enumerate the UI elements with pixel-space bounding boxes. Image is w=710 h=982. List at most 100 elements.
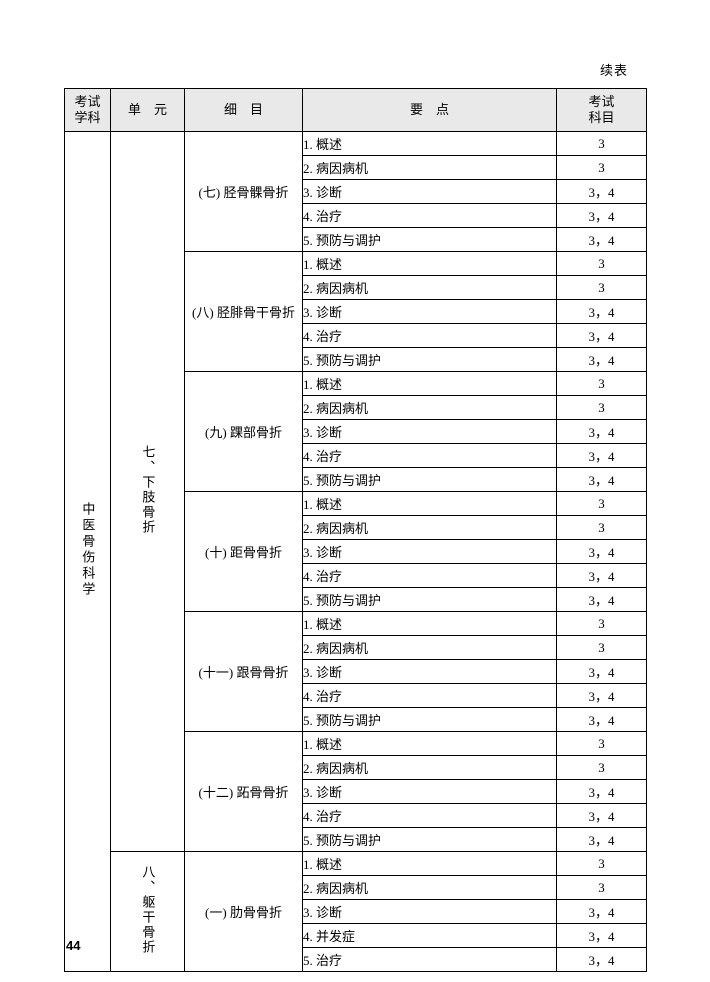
table-row: (十) 距骨骨折 1. 概述 3	[65, 491, 647, 612]
exam-cell: 3	[556, 275, 647, 300]
table-row: 5. 预防与调护 3，4	[65, 467, 647, 492]
exam-cell: 3，4	[556, 203, 647, 228]
table-row: 4. 治疗 3，4	[65, 323, 647, 348]
point-cell: 4. 治疗	[302, 563, 557, 588]
exam-cell: 3，4	[556, 539, 647, 564]
detail-cell: (九) 踝部骨折	[184, 371, 303, 492]
table-row: 3. 诊断 3，4	[65, 419, 647, 444]
exam-cell: 3，4	[556, 563, 647, 588]
table-row: 中医骨伤科学 七、下肢骨折 (七) 胫骨髁骨折 1. 概述 3	[64, 131, 647, 972]
exam-cell: 3，4	[556, 899, 647, 924]
header-subject-line1: 考试	[74, 93, 101, 109]
exam-cell: 3，4	[556, 227, 647, 252]
table-row: 5. 治疗 3，4	[65, 947, 647, 972]
point-cell: 5. 预防与调护	[302, 227, 557, 252]
exam-cell: 3，4	[556, 659, 647, 684]
point-cell: 3. 诊断	[302, 899, 557, 924]
header-point: 要 点	[302, 88, 557, 132]
point-cell: 3. 诊断	[302, 779, 557, 804]
point-cell: 2. 病因病机	[302, 515, 557, 540]
detail-cell: (十) 距骨骨折	[184, 491, 303, 612]
exam-cell: 3	[556, 635, 647, 660]
table-row: (十一) 跟骨骨折 1. 概述 3	[65, 611, 647, 732]
table-row: 2. 病因病机 3	[65, 875, 647, 900]
exam-cell: 3，4	[556, 923, 647, 948]
header-exam-line1: 考试	[588, 93, 615, 109]
point-cell: 1. 概述	[302, 371, 557, 396]
exam-cell: 3	[556, 851, 647, 876]
exam-cell: 3，4	[556, 467, 647, 492]
point-cell: 3. 诊断	[302, 179, 557, 204]
table-row: (十二) 跖骨骨折 1. 概述 3	[65, 731, 647, 852]
table-row: 5. 预防与调护 3，4	[65, 587, 647, 612]
exam-cell: 3	[556, 155, 647, 180]
table-row: 3. 诊断 3，4	[65, 899, 647, 924]
exam-cell: 3，4	[556, 587, 647, 612]
exam-cell: 3，4	[556, 299, 647, 324]
header-detail: 细 目	[184, 88, 303, 132]
point-cell: 5. 预防与调护	[302, 707, 557, 732]
point-cell: 5. 预防与调护	[302, 587, 557, 612]
table-row: 3. 诊断 3，4	[65, 659, 647, 684]
detail-cell: (一) 肋骨骨折	[184, 851, 303, 972]
point-cell: 3. 诊断	[302, 299, 557, 324]
point-cell: 2. 病因病机	[302, 875, 557, 900]
point-cell: 5. 治疗	[302, 947, 557, 972]
exam-cell: 3，4	[556, 707, 647, 732]
point-cell: 4. 并发症	[302, 923, 557, 948]
detail-cell: (十一) 跟骨骨折	[184, 611, 303, 732]
table-row: (八) 胫腓骨干骨折 1. 概述 3	[65, 251, 647, 372]
table-row: 4. 治疗 3，4	[65, 443, 647, 468]
table-row: (九) 踝部骨折 1. 概述 3	[65, 371, 647, 492]
exam-cell: 3	[556, 515, 647, 540]
table-body: 中医骨伤科学 七、下肢骨折 (七) 胫骨髁骨折 1. 概述 3 2. 病因病机 3 3. 诊断…	[64, 131, 647, 972]
point-cell: 1. 概述	[302, 131, 557, 156]
subject-label: 中医骨伤科学	[80, 501, 96, 598]
point-cell: 5. 预防与调护	[302, 347, 557, 372]
point-cell: 3. 诊断	[302, 659, 557, 684]
table-row: 八、躯干骨折 (一) 肋骨骨折 1. 概述 3	[65, 851, 647, 972]
table-header: 考试 学科 单 元 细 目 要 点 考试 科目	[64, 88, 647, 132]
point-cell: 4. 治疗	[302, 803, 557, 828]
point-cell: 1. 概述	[302, 251, 557, 276]
point-cell: 4. 治疗	[302, 323, 557, 348]
header-exam-line2: 科目	[588, 110, 615, 125]
exam-cell: 3	[556, 251, 647, 276]
page-number: 44	[66, 938, 81, 953]
point-cell: 4. 治疗	[302, 683, 557, 708]
exam-cell: 3	[556, 131, 647, 156]
unit-cell: 八、躯干骨折	[110, 851, 185, 972]
exam-cell: 3，4	[556, 179, 647, 204]
unit-label: 八、躯干骨折	[140, 864, 156, 955]
table-row: 5. 预防与调护 3，4	[65, 227, 647, 252]
header-subject-line2: 学科	[74, 110, 101, 125]
exam-cell: 3，4	[556, 827, 647, 852]
exam-cell: 3，4	[556, 443, 647, 468]
unit-cell: 七、下肢骨折	[110, 131, 185, 852]
point-cell: 3. 诊断	[302, 539, 557, 564]
header-subject: 考试 学科	[64, 88, 111, 132]
table-row: 4. 治疗 3，4	[65, 803, 647, 828]
point-cell: 2. 病因病机	[302, 635, 557, 660]
header-row: 考试 学科 单 元 细 目 要 点 考试 科目	[64, 88, 647, 132]
exam-cell: 3，4	[556, 347, 647, 372]
unit-label: 七、下肢骨折	[140, 444, 156, 535]
table-row: 2. 病因病机 3	[65, 755, 647, 780]
exam-cell: 3	[556, 731, 647, 756]
point-cell: 3. 诊断	[302, 419, 557, 444]
table-row: 2. 病因病机 3	[65, 635, 647, 660]
table-row: 2. 病因病机 3	[65, 395, 647, 420]
table-row: 2. 病因病机 3	[65, 155, 647, 180]
point-cell: 2. 病因病机	[302, 395, 557, 420]
point-cell: 1. 概述	[302, 731, 557, 756]
header-exam: 考试 科目	[556, 88, 647, 132]
subject-cell: 中医骨伤科学	[64, 131, 111, 972]
point-cell: 2. 病因病机	[302, 755, 557, 780]
exam-cell: 3	[556, 755, 647, 780]
point-cell: 2. 病因病机	[302, 155, 557, 180]
exam-cell: 3，4	[556, 683, 647, 708]
header-unit: 单 元	[110, 88, 185, 132]
exam-cell: 3，4	[556, 947, 647, 972]
exam-cell: 3	[556, 371, 647, 396]
exam-cell: 3，4	[556, 803, 647, 828]
